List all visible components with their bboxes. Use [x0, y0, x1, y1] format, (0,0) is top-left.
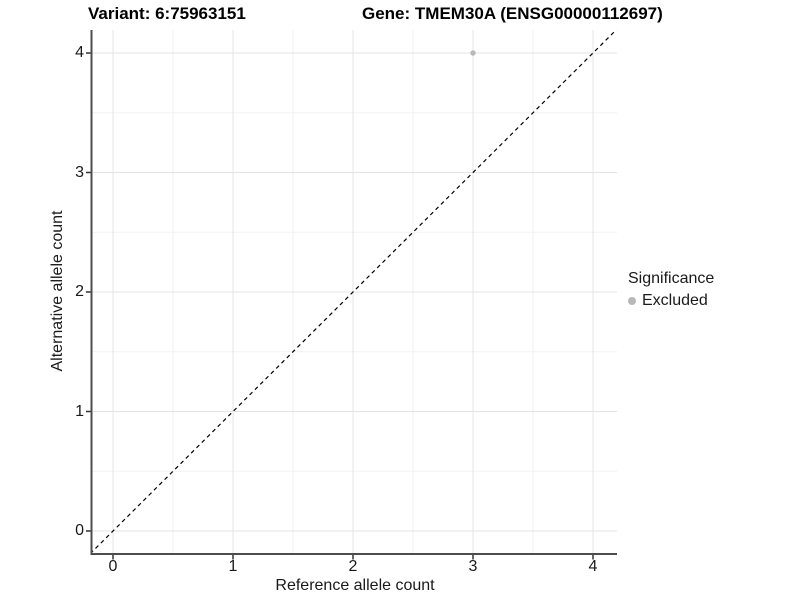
- x-axis-tick-label: 4: [588, 558, 598, 575]
- variant-title: Variant: 6:75963151: [88, 4, 246, 23]
- y-axis-tick-label: 3: [75, 163, 84, 181]
- legend-title: Significance: [628, 270, 715, 287]
- x-axis-tick-label: 2: [348, 558, 358, 575]
- legend-item-label: Excluded: [642, 292, 708, 309]
- legend-key-circle-icon: [628, 297, 636, 305]
- legend-item-excluded: Excluded: [628, 292, 714, 310]
- gene-title: Gene: TMEM30A (ENSG00000112697): [362, 4, 663, 23]
- legend: Significance Excluded: [628, 270, 714, 310]
- y-axis-tick-label: 0: [75, 522, 84, 539]
- x-axis-title: Reference allele count: [275, 577, 435, 594]
- y-axis-tick-label: 4: [75, 44, 84, 61]
- x-axis-tick-label: 0: [108, 558, 118, 575]
- x-axis-tick-label: 1: [228, 558, 238, 575]
- data-point: [470, 50, 476, 56]
- y-axis-title: Alternative allele count: [49, 210, 66, 372]
- identity-dashed-line: [92, 30, 617, 553]
- y-axis-tick-label: 2: [75, 283, 84, 300]
- x-axis-tick-label: 3: [468, 558, 478, 575]
- y-axis-tick-label: 1: [75, 402, 84, 420]
